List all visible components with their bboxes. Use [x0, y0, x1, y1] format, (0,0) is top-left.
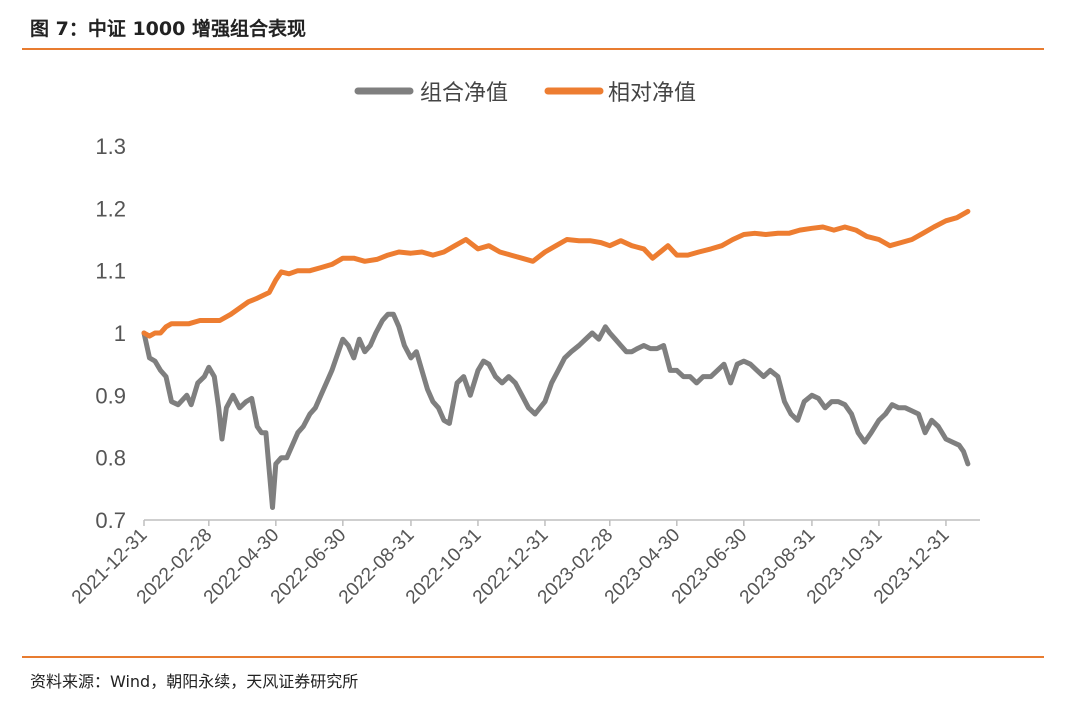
source-note: 资料来源：Wind，朝阳永续，天风证券研究所: [30, 672, 359, 691]
x-axis: 2021-12-312022-02-282022-04-302022-06-30…: [68, 519, 980, 608]
series-line-portfolio: [141, 311, 971, 510]
legend-label-relative: 相对净值: [608, 81, 696, 106]
top-divider: [22, 48, 1044, 50]
figure-title: 图 7：中证 1000 增强组合表现: [30, 18, 306, 40]
bottom-divider: [22, 656, 1044, 658]
y-tick-label: 1.3: [95, 134, 126, 159]
series-line-relative: [141, 208, 971, 339]
y-tick-label: 0.9: [95, 383, 126, 408]
y-tick-label: 1.2: [95, 196, 126, 221]
legend-label-portfolio: 组合净值: [420, 81, 508, 106]
y-tick-label: 0.8: [95, 446, 126, 471]
y-tick-label: 0.7: [95, 508, 126, 533]
line-chart: 组合净值 相对净值 0.7 0.8 0.9 1 1.1 1.2 1.3 2021-12-31…: [68, 81, 980, 608]
y-tick-label: 1: [114, 321, 126, 346]
y-axis: 0.7 0.8 0.9 1 1.1 1.2 1.3: [95, 134, 126, 533]
y-tick-label: 1.1: [95, 259, 126, 284]
series-lines: [141, 208, 971, 510]
legend: 组合净值 相对净值: [354, 81, 696, 106]
